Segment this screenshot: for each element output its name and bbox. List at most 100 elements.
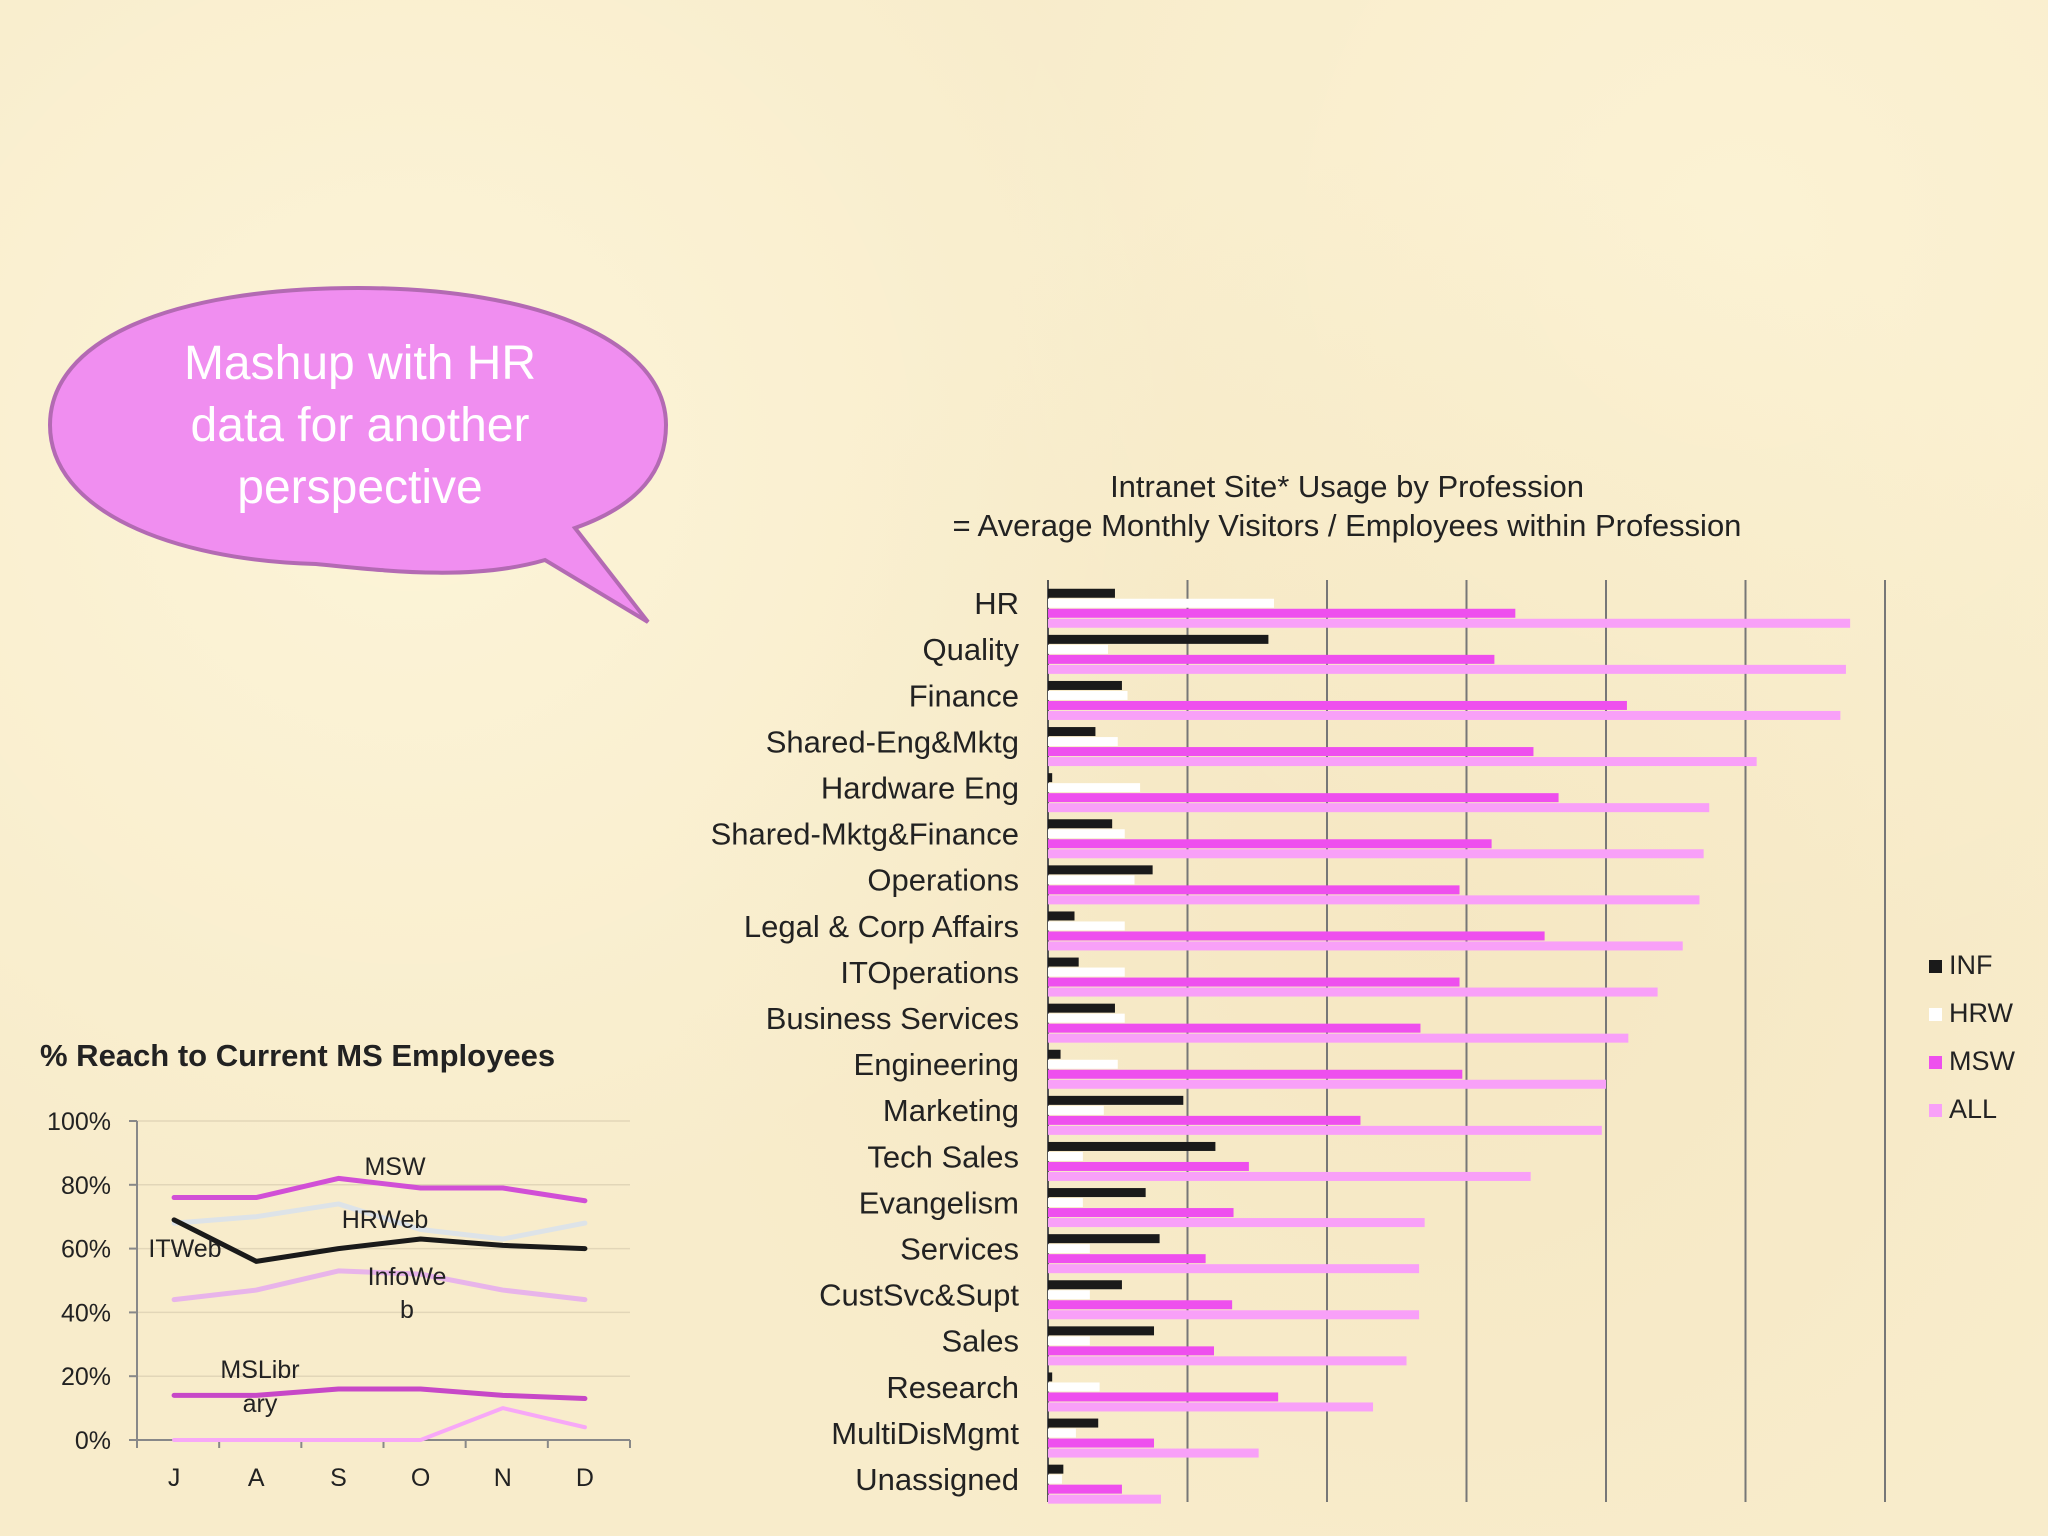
- bar-all: [1048, 757, 1757, 767]
- legend-swatch-inf: [1929, 960, 1942, 973]
- bar-all: [1048, 1310, 1420, 1320]
- series-line-msw: [171, 1175, 588, 1204]
- bar-chart-title-line1: Intranet Site* Usage by Profession: [1110, 469, 1584, 504]
- legend-swatch-all: [1929, 1104, 1942, 1117]
- bar-all: [1048, 1494, 1161, 1504]
- callout-line: data for another: [190, 399, 530, 452]
- bar-msw: [1048, 654, 1495, 664]
- bar-all: [1048, 1264, 1420, 1274]
- callout-text: Mashup with HR data for another perspect…: [110, 333, 610, 519]
- bar-inf: [1048, 819, 1113, 829]
- y-tick-label: 100%: [47, 1108, 111, 1136]
- legend-label-all: ALL: [1949, 1094, 1997, 1124]
- bar-inf: [1048, 1464, 1064, 1474]
- bar-hrw: [1048, 1151, 1083, 1161]
- bar-all: [1048, 664, 1846, 674]
- bar-msw: [1048, 1208, 1234, 1218]
- bar-category-label: Hardware Eng: [821, 770, 1019, 805]
- bar-all: [1048, 941, 1683, 951]
- bar-category-label: Marketing: [883, 1093, 1019, 1128]
- bar-inf: [1048, 1003, 1115, 1013]
- bar-all: [1048, 987, 1658, 997]
- bar-msw: [1048, 1161, 1249, 1171]
- bar-all: [1048, 710, 1841, 720]
- bar-msw: [1048, 608, 1516, 618]
- callout-line: perspective: [237, 461, 483, 514]
- y-tick-label: 40%: [61, 1299, 111, 1327]
- callout-shape: [47, 285, 669, 624]
- bar-inf: [1048, 1234, 1160, 1244]
- bar-hrw: [1048, 644, 1108, 654]
- legend-label-msw: MSW: [1949, 1046, 2016, 1076]
- bar-msw: [1048, 1115, 1361, 1125]
- series-line-infoweb: [171, 1268, 588, 1303]
- bar-all: [1048, 803, 1710, 813]
- bar-msw: [1048, 931, 1545, 941]
- bar-hrw: [1048, 875, 1135, 885]
- bar-hrw: [1048, 598, 1274, 608]
- bar-inf: [1048, 588, 1115, 598]
- line-chart-title: % Reach to Current MS Employees: [40, 1038, 555, 1073]
- series-line-other: [172, 1406, 587, 1442]
- bar-inf: [1048, 680, 1122, 690]
- x-tick-label: D: [576, 1464, 594, 1492]
- bar-inf: [1048, 773, 1053, 783]
- bar-inf: [1048, 1418, 1099, 1428]
- x-tick-label: S: [330, 1464, 347, 1492]
- series-label: ITWeb: [148, 1235, 221, 1263]
- bar-inf: [1048, 865, 1153, 875]
- bar-all: [1048, 618, 1851, 628]
- bar-chart-title-line2: = Average Monthly Visitors / Employees w…: [953, 508, 1742, 543]
- bar-hrw: [1048, 1244, 1090, 1254]
- bar-msw: [1048, 1254, 1206, 1264]
- series-label: ary: [243, 1390, 278, 1418]
- bar-category-label: Sales: [941, 1324, 1019, 1359]
- bar-hrw: [1048, 1013, 1125, 1023]
- bar-msw: [1048, 1438, 1155, 1448]
- series-line-mslibrary: [171, 1386, 588, 1402]
- bar-msw: [1048, 1392, 1279, 1402]
- bar-category-label: Business Services: [766, 1001, 1019, 1036]
- legend-swatch-msw: [1929, 1056, 1942, 1069]
- bar-category-label: MultiDisMgmt: [831, 1416, 1019, 1451]
- bar-msw: [1048, 1300, 1233, 1310]
- bar-category-label: Tech Sales: [867, 1139, 1019, 1174]
- bar-inf: [1048, 1049, 1061, 1059]
- bar-all: [1048, 1356, 1407, 1366]
- bar-inf: [1048, 911, 1075, 921]
- y-tick-label: 0%: [75, 1427, 111, 1455]
- bar-category-label: Operations: [867, 863, 1019, 898]
- bar-inf: [1048, 1095, 1184, 1105]
- bar-hrw: [1048, 690, 1128, 700]
- bar-msw: [1048, 839, 1492, 849]
- bar-msw: [1048, 747, 1534, 757]
- bar-msw: [1048, 977, 1460, 987]
- bar-hrw: [1048, 1290, 1090, 1300]
- bar-inf: [1048, 727, 1096, 737]
- series-label: HRWeb: [342, 1206, 429, 1234]
- bar-category-label: ITOperations: [840, 955, 1019, 990]
- x-tick-label: J: [168, 1464, 181, 1492]
- bar-hrw: [1048, 1428, 1076, 1438]
- bar-hrw: [1048, 1336, 1090, 1346]
- bar-all: [1048, 1125, 1602, 1135]
- bar-msw: [1048, 1023, 1421, 1033]
- bar-hrw: [1048, 1105, 1104, 1115]
- bar-hrw: [1048, 921, 1125, 931]
- bar-msw: [1048, 793, 1559, 803]
- bar-inf: [1048, 957, 1079, 967]
- bar-hrw: [1048, 737, 1118, 747]
- bar-inf: [1048, 1372, 1053, 1382]
- bar-category-label: Engineering: [854, 1047, 1019, 1082]
- bar-category-label: Research: [886, 1370, 1019, 1405]
- series-label: b: [400, 1296, 414, 1324]
- bar-hrw: [1048, 829, 1125, 839]
- bar-hrw: [1048, 1198, 1083, 1208]
- bar-category-label: Unassigned: [855, 1462, 1019, 1497]
- bar-category-label: Services: [900, 1231, 1019, 1266]
- bar-category-label: Legal & Corp Affairs: [744, 909, 1019, 944]
- bar-all: [1048, 1218, 1425, 1228]
- bar-all: [1048, 849, 1704, 859]
